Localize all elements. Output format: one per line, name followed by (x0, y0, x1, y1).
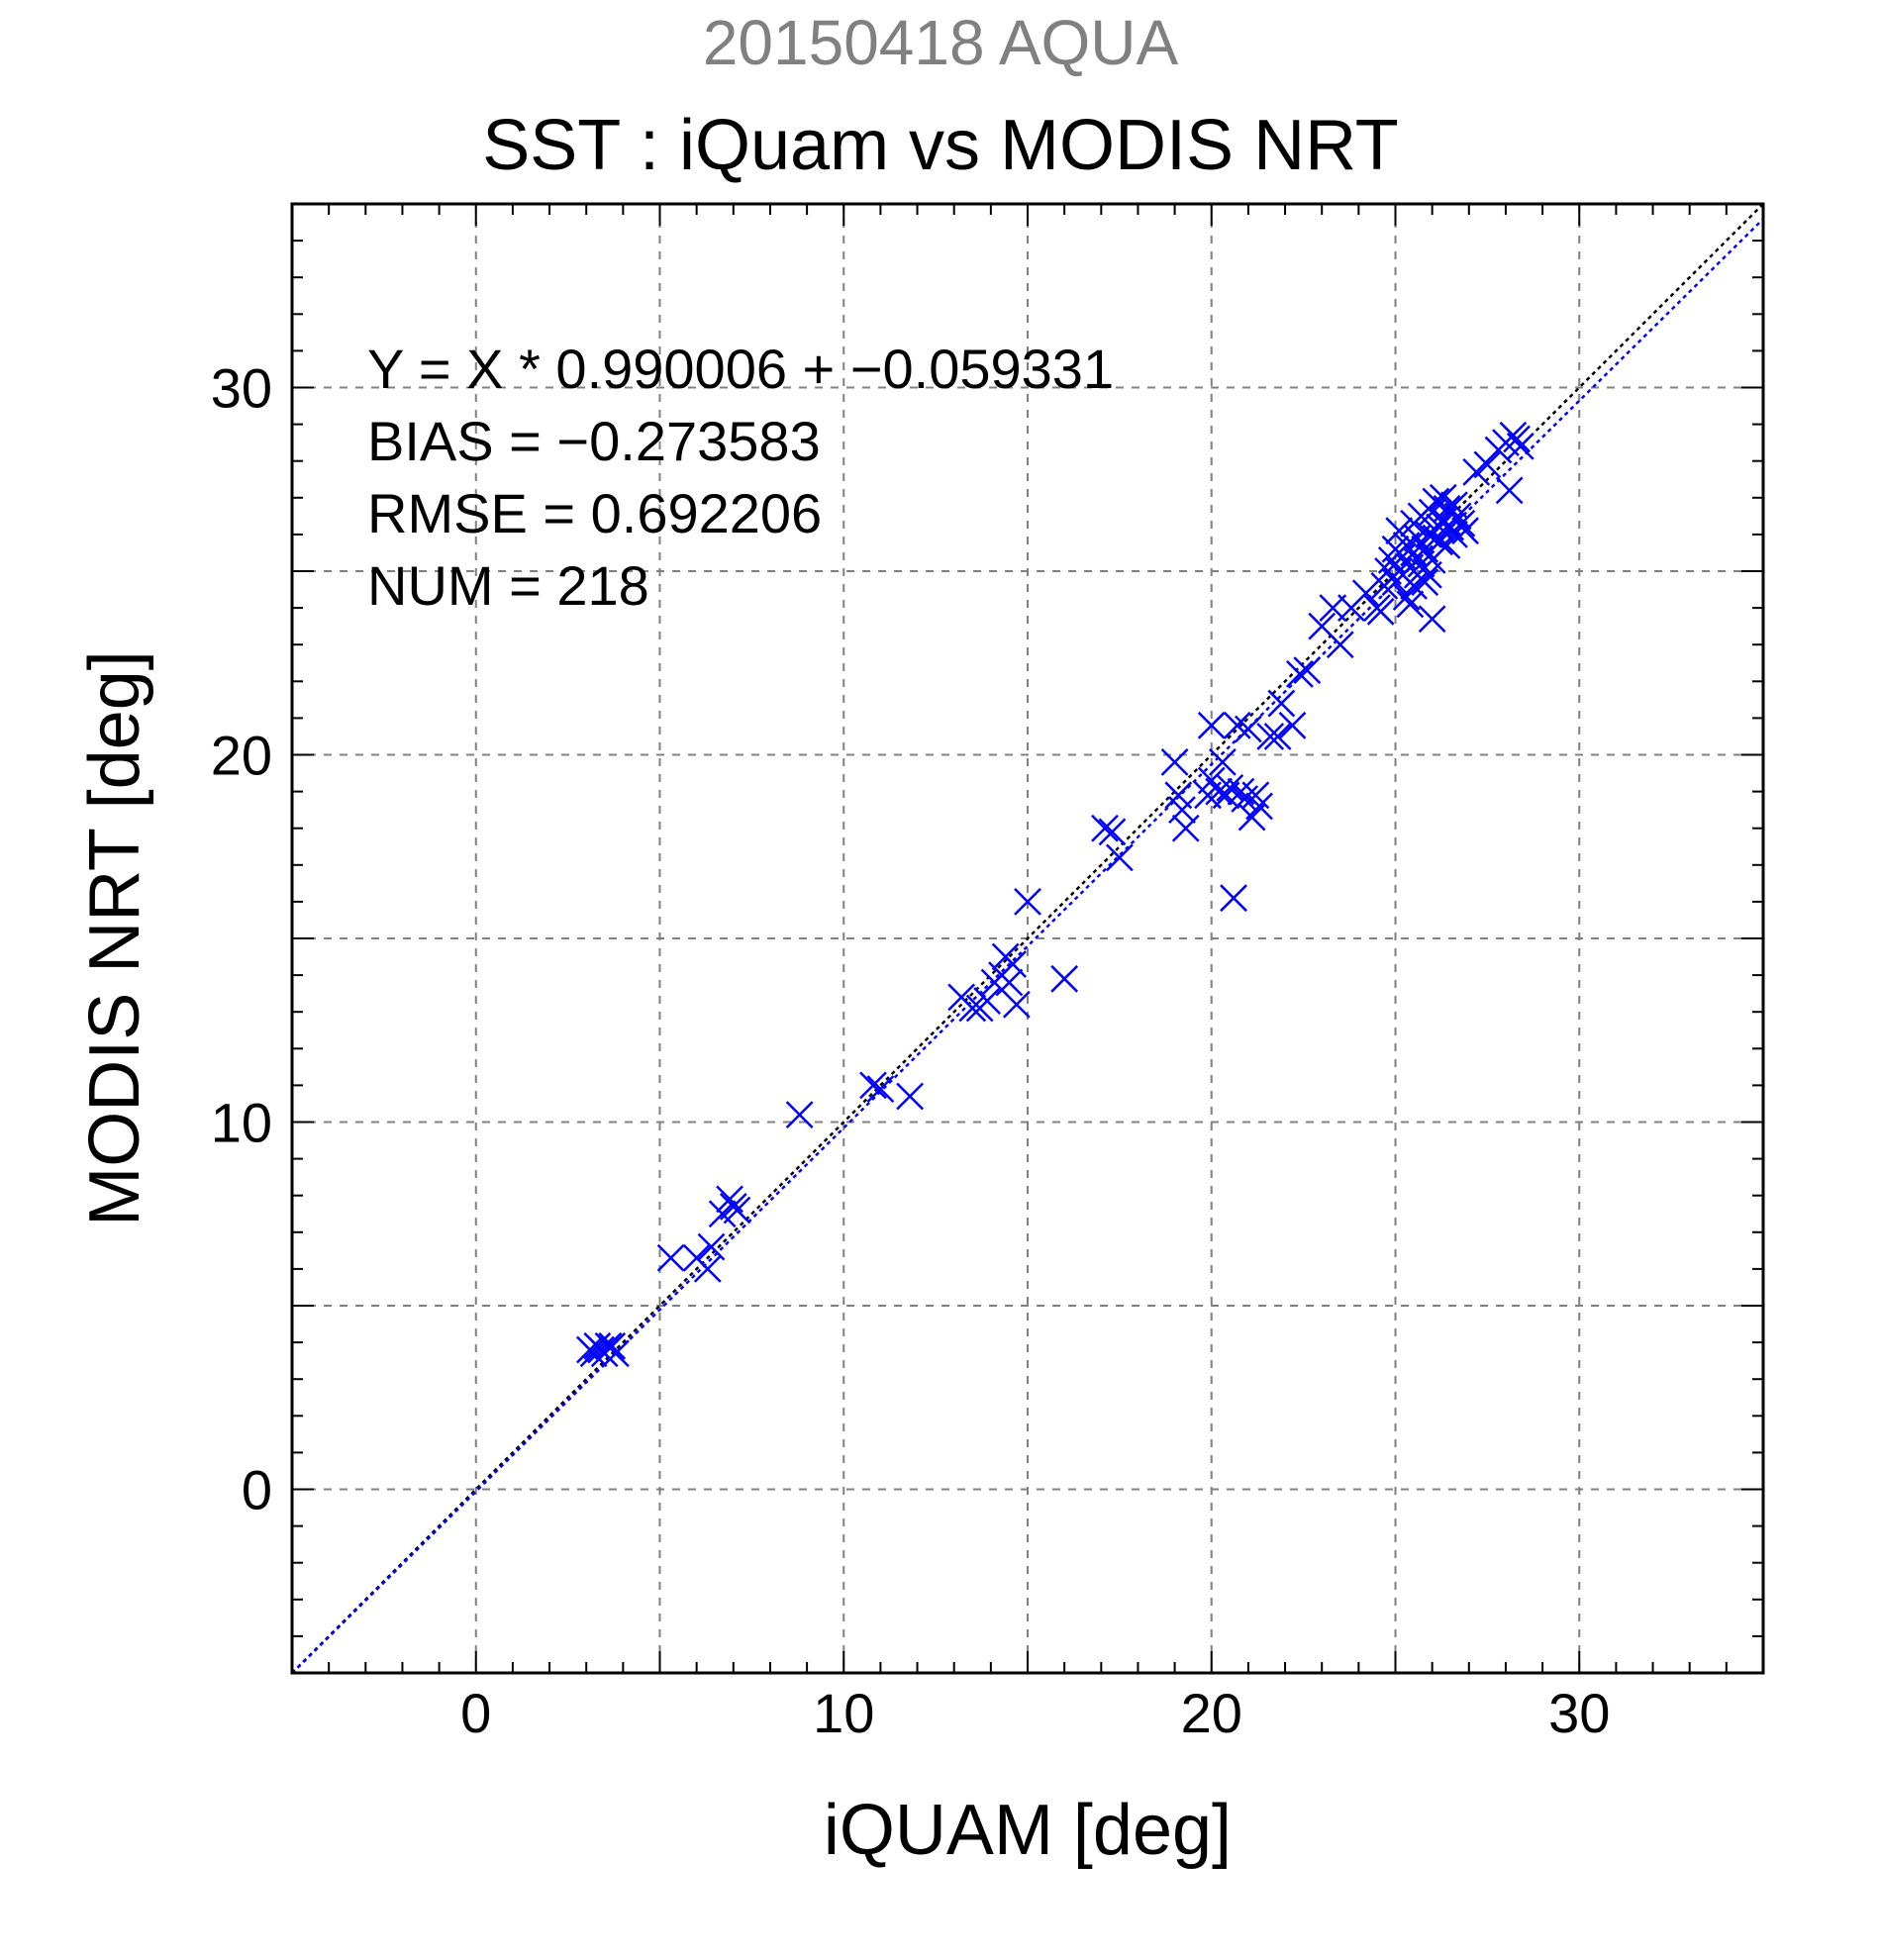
data-point (1267, 689, 1296, 718)
stats-annotation-line: RMSE = 0.692206 (367, 482, 822, 544)
stats-annotation-line: BIAS = −0.273583 (367, 410, 821, 472)
data-point (1447, 509, 1476, 538)
stats-annotations: Y = X * 0.990006 + −0.059331 BIAS = −0.27… (367, 338, 1114, 617)
data-points (576, 421, 1534, 1368)
y-tick-label: 20 (211, 725, 272, 787)
data-point (1160, 748, 1189, 776)
data-point (1443, 502, 1472, 531)
data-point (1197, 711, 1226, 739)
data-point (859, 1071, 887, 1100)
x-tick-label: 30 (1548, 1682, 1610, 1744)
data-point (1050, 964, 1079, 993)
data-point (1235, 715, 1262, 743)
data-point (785, 1101, 814, 1128)
data-point (1223, 711, 1251, 739)
y-axis-label: MODIS NRT [deg] (75, 650, 154, 1226)
data-point (1263, 723, 1292, 750)
data-point (1411, 568, 1439, 597)
data-point (1216, 774, 1244, 802)
data-point (1473, 450, 1502, 479)
x-tick-label: 10 (813, 1682, 874, 1744)
data-point (1326, 631, 1354, 659)
x-axis-label: iQUAM [deg] (824, 1791, 1232, 1870)
data-point (1245, 792, 1273, 821)
data-point (1002, 990, 1031, 1019)
stats-annotation-line: NUM = 218 (367, 554, 649, 617)
data-point (598, 1331, 627, 1360)
data-point (1418, 605, 1446, 634)
data-point (1241, 781, 1270, 810)
fit-lines (292, 204, 1763, 1673)
data-point (1168, 796, 1196, 825)
x-tick-label: 0 (460, 1682, 491, 1744)
data-point (1091, 814, 1119, 842)
x-tick-label: 20 (1181, 1682, 1242, 1744)
data-point (1385, 517, 1414, 545)
data-point (1209, 748, 1237, 776)
data-point (1451, 517, 1479, 545)
data-point (1286, 659, 1314, 688)
data-point (1351, 579, 1380, 608)
data-point (1105, 843, 1134, 872)
y-tick-label: 30 (211, 357, 272, 420)
data-point (866, 1075, 895, 1103)
data-point (973, 987, 1002, 1015)
data-point (1014, 888, 1041, 916)
tick-labels: 0 10 20 30 0 10 20 30 (211, 357, 1611, 1745)
data-point (1220, 884, 1247, 913)
data-point (1506, 432, 1534, 460)
data-point (1400, 571, 1428, 600)
chart-supertitle: 20150418 AQUA (702, 7, 1179, 78)
data-point (723, 1196, 751, 1225)
identity-line (292, 204, 1763, 1673)
data-point (896, 1082, 925, 1111)
data-point (1171, 814, 1200, 842)
data-point (1495, 476, 1524, 505)
data-point (995, 968, 1024, 997)
data-point (697, 1232, 726, 1261)
data-point (1396, 590, 1425, 619)
data-point (958, 994, 987, 1023)
y-tick-label: 0 (242, 1459, 272, 1521)
data-point (1503, 425, 1531, 453)
data-point (579, 1339, 608, 1368)
data-point (1205, 777, 1234, 806)
data-point (1098, 818, 1127, 846)
data-point (1278, 711, 1307, 739)
chart-title: SST : iQuam vs MODIS NRT (482, 106, 1399, 185)
data-point (1440, 491, 1468, 520)
axis-ticks (292, 204, 1763, 1673)
data-point (1366, 597, 1395, 626)
stats-annotation-line: Y = X * 0.990006 + −0.059331 (367, 338, 1114, 400)
plot-frame (290, 202, 1765, 1675)
data-point (991, 942, 1020, 971)
data-point (656, 1243, 685, 1272)
y-tick-label: 10 (211, 1092, 272, 1154)
data-point (1293, 656, 1322, 685)
data-point (1256, 723, 1285, 750)
data-point (1231, 785, 1259, 813)
data-point (602, 1339, 630, 1368)
